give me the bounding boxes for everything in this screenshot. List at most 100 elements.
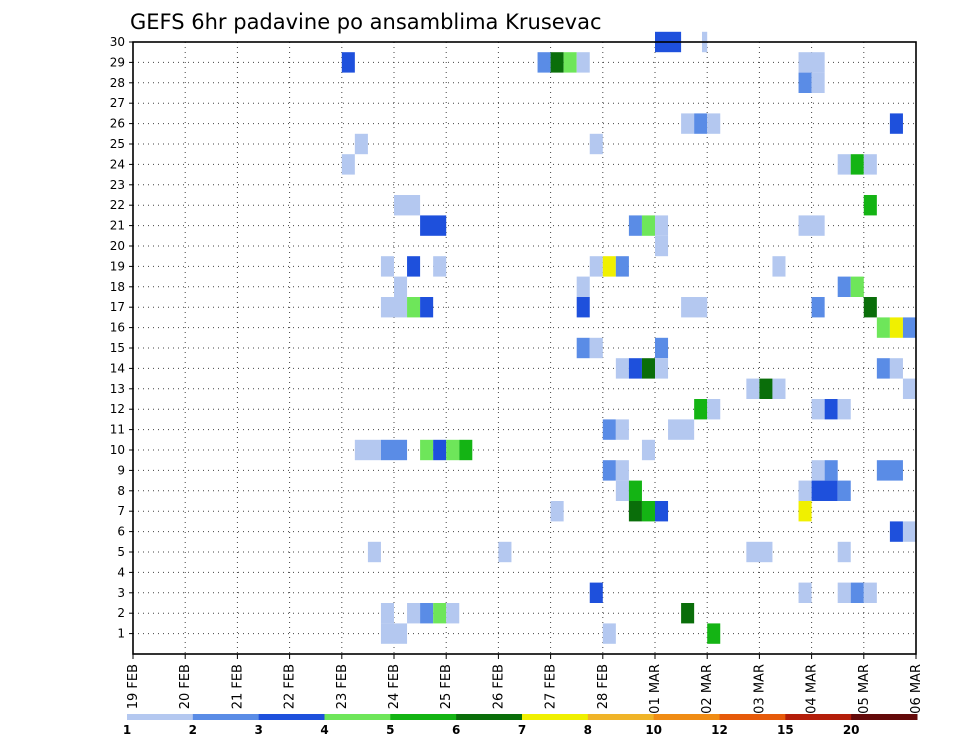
heatmap-cell [615, 256, 629, 277]
legend-swatch [587, 714, 655, 720]
x-tick-label: 20 FEB [178, 664, 193, 709]
legend-label: 12 [711, 723, 728, 737]
y-tick-label: 30 [110, 35, 125, 49]
heatmap-cell [576, 52, 590, 73]
heatmap-cell [707, 113, 721, 134]
heatmap-cell [498, 541, 512, 563]
heatmap-cell [641, 215, 655, 236]
heatmap-cell [889, 113, 903, 134]
heatmap-cell [850, 154, 864, 175]
legend-swatch [522, 714, 589, 720]
heatmap-cell [628, 358, 642, 379]
x-tick-label: 23 FEB [335, 664, 350, 709]
y-tick-label: 27 [110, 96, 125, 110]
heatmap-cell [837, 480, 851, 501]
heatmap-cell [641, 501, 655, 522]
heatmap-cell [798, 480, 812, 501]
heatmap-cell [707, 623, 721, 644]
heatmap-cell [550, 501, 564, 522]
heatmap-cell [628, 501, 642, 522]
heatmap-cell [394, 195, 421, 216]
x-tick-label: 26 FEB [491, 664, 506, 709]
heatmap-cell [354, 439, 381, 461]
x-tick-label: 02 MAR [700, 664, 715, 714]
heatmap-cell [811, 399, 825, 420]
heatmap-cell [655, 358, 669, 379]
legend-swatch [851, 714, 918, 720]
x-tick-label: 03 MAR [752, 664, 767, 714]
heatmap-cell [641, 358, 655, 379]
heatmap-cell [876, 358, 890, 379]
heatmap-cell [811, 460, 825, 481]
heatmap-cell [407, 256, 421, 277]
heatmap-cell [380, 256, 394, 277]
color-legend: 1 2 3 4 5 6 7 8 10 12 15 20 [123, 714, 918, 737]
heatmap-cell [889, 358, 903, 379]
heatmap-cell [589, 133, 603, 155]
heatmap-cell [641, 439, 655, 461]
heatmap-cell [694, 399, 708, 420]
legend-swatch [456, 714, 523, 720]
heatmap-cell [576, 276, 590, 297]
heatmap-cell [798, 582, 812, 603]
x-tick-label: 04 MAR [805, 664, 820, 714]
heatmap-cell [394, 276, 408, 297]
heatmap-cell [863, 195, 877, 216]
heatmap-cell [341, 52, 355, 73]
heatmap-cell [876, 460, 903, 481]
y-tick-label: 15 [110, 341, 125, 355]
y-tick-label: 22 [110, 198, 125, 212]
y-tick-label: 25 [110, 137, 125, 151]
heatmap-cell [367, 541, 381, 563]
heatmap-cells [341, 31, 916, 644]
legend-swatch [127, 714, 194, 720]
heatmap-cell [681, 603, 695, 624]
x-tick-label: 24 FEB [387, 664, 402, 709]
legend-label: 1 [123, 723, 131, 737]
heatmap-cell [759, 378, 773, 399]
x-tick-label: 25 FEB [439, 664, 454, 709]
x-tick-label: 01 MAR [648, 664, 663, 714]
heatmap-cell [824, 460, 838, 481]
heatmap-cell [589, 582, 603, 603]
y-tick-label: 13 [110, 382, 125, 396]
y-tick-label: 16 [110, 321, 125, 335]
y-tick-label: 21 [110, 219, 125, 233]
y-tick-label: 8 [117, 484, 125, 498]
heatmap-cell [602, 460, 616, 481]
legend-label: 4 [320, 723, 328, 737]
heatmap-cell [798, 501, 812, 522]
heatmap-cell [615, 460, 629, 481]
x-tick-label: 05 MAR [857, 664, 872, 714]
y-tick-label: 7 [117, 504, 125, 518]
y-tick-label: 4 [117, 565, 125, 579]
heatmap-cell [602, 256, 616, 277]
heatmap-cell [628, 480, 642, 501]
heatmap-cell [655, 215, 669, 236]
legend-swatch [324, 714, 391, 720]
x-tick-label: 22 FEB [283, 664, 298, 709]
legend-swatch [192, 714, 260, 720]
heatmap-cell [341, 154, 355, 175]
heatmap-cell [615, 358, 629, 379]
heatmap-cell [576, 297, 590, 318]
heatmap-cell [433, 603, 447, 624]
heatmap-cell [707, 399, 721, 420]
y-tick-label: 18 [110, 280, 125, 294]
heatmap-cell [563, 52, 577, 73]
heatmap-cell [850, 276, 864, 297]
heatmap-cell [681, 297, 708, 318]
heatmap-cell [850, 582, 864, 603]
heatmap-cell [589, 337, 603, 359]
grid-lines [132, 41, 917, 654]
heatmap-cell [902, 378, 916, 399]
heatmap-cell [837, 276, 851, 297]
heatmap-cell [824, 399, 838, 420]
y-tick-label: 6 [117, 525, 125, 539]
heatmap-cell [811, 297, 825, 318]
y-tick-label: 23 [110, 178, 125, 192]
heatmap-cell [459, 439, 473, 461]
y-tick-label: 2 [117, 606, 125, 620]
heatmap-cell [655, 501, 669, 522]
heatmap-cell [380, 297, 408, 318]
